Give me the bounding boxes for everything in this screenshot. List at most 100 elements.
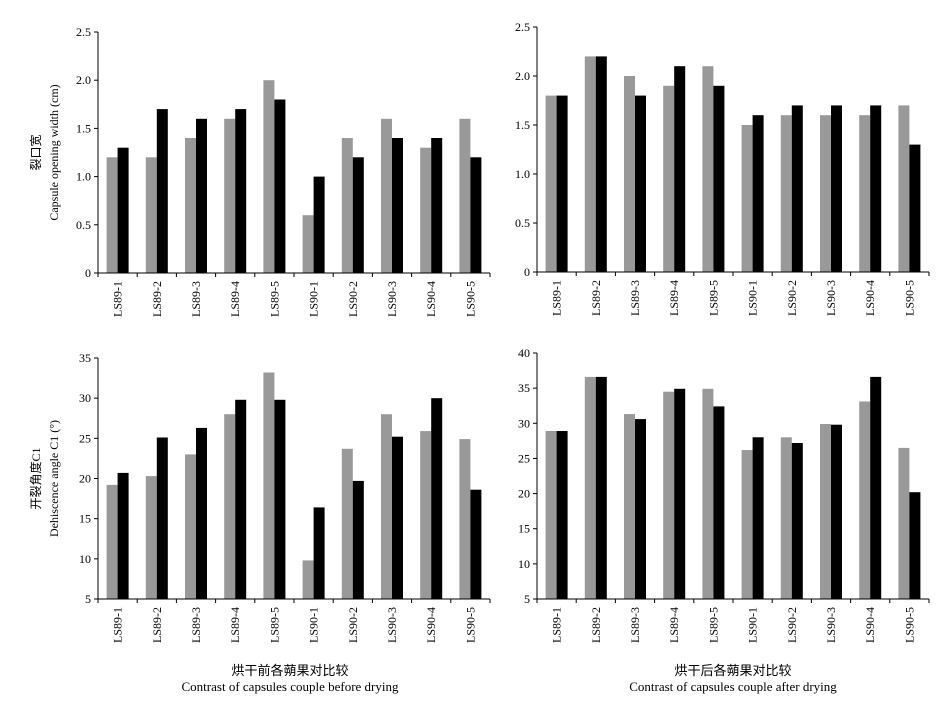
y-axis-title-en: Capsule opening width (cm) xyxy=(47,84,61,220)
bar-series1-LS89-2 xyxy=(145,476,157,599)
bar-series1-LS90-1 xyxy=(302,215,314,273)
bar-series1-LS90-4 xyxy=(859,401,871,599)
y-tick-label: 25 xyxy=(79,431,91,445)
bar-series2-LS89-3 xyxy=(196,118,207,273)
y-tick-label: 2.0 xyxy=(76,73,91,87)
bar-series2-LS89-4 xyxy=(235,399,247,599)
bar-series2-LS89-4 xyxy=(235,109,247,273)
y-tick-label: 20 xyxy=(518,487,530,501)
x-tick-label-LS89-4: LS89-4 xyxy=(667,280,681,316)
x-tick-label-LS89-5: LS89-5 xyxy=(706,280,720,316)
bar-series1-LS89-5 xyxy=(702,388,714,599)
bar-series2-LS89-4 xyxy=(674,388,686,599)
bar-series1-LS90-4 xyxy=(420,147,432,273)
bar-series2-LS90-2 xyxy=(791,105,803,273)
x-tick-label-LS89-2: LS89-2 xyxy=(150,281,164,317)
bar-series2-LS89-5 xyxy=(274,99,286,273)
x-tick-label-LS90-2: LS90-2 xyxy=(785,280,799,316)
bar-series2-LS90-4 xyxy=(431,398,443,599)
bar-series1-LS89-3 xyxy=(624,76,635,272)
x-tick-label-LS90-2: LS90-2 xyxy=(785,607,799,643)
y-tick-label: 1.0 xyxy=(515,167,530,181)
y-tick-label: 40 xyxy=(518,346,530,360)
bar-series2-LS89-5 xyxy=(713,85,725,272)
y-tick-label: 0.5 xyxy=(515,216,530,230)
bar-series2-LS89-5 xyxy=(274,399,286,599)
bar-series1-LS90-1 xyxy=(741,125,753,272)
chart-top-left: 0 0.5 1.0 1.5 2.0 2.5 LS89-1 LS89-2 LS89-3 LS89-4… xyxy=(28,25,491,317)
caption-right-en: Contrast of capsules couple after drying xyxy=(629,679,837,694)
x-tick-label-LS89-5: LS89-5 xyxy=(267,607,281,643)
bar-series1-LS89-1 xyxy=(106,484,118,599)
bar-series2-LS90-2 xyxy=(352,480,364,599)
y-axis-title-zh: 开裂角度C1 xyxy=(28,447,43,509)
y-tick-label: 5 xyxy=(524,592,530,606)
bar-series2-LS89-2 xyxy=(156,437,168,599)
bar-series1-LS90-2 xyxy=(780,115,792,272)
bar-series1-LS90-3 xyxy=(820,424,831,599)
y-tick-label: 15 xyxy=(79,512,91,526)
x-tick-label-LS90-1: LS90-1 xyxy=(307,281,321,317)
x-tick-label-LS90-2: LS90-2 xyxy=(346,281,360,317)
y-tick-label: 30 xyxy=(79,391,91,405)
bar-series2-LS89-2 xyxy=(156,109,168,273)
y-tick-label: 2.0 xyxy=(515,69,530,83)
y-tick-label: 0 xyxy=(85,266,91,280)
x-tick-label-LS90-3: LS90-3 xyxy=(385,281,399,317)
bar-series1-LS89-2 xyxy=(145,157,157,273)
y-tick-label: 1.0 xyxy=(76,170,91,184)
x-tick-label-LS90-4: LS90-4 xyxy=(863,607,877,643)
x-tick-label-LS89-2: LS89-2 xyxy=(589,280,603,316)
bar-series2-LS90-1 xyxy=(752,437,764,599)
x-tick-label-LS89-3: LS89-3 xyxy=(189,281,203,317)
bar-series2-LS89-3 xyxy=(635,95,646,272)
y-tick-label: 0 xyxy=(524,265,530,279)
y-tick-label: 10 xyxy=(79,552,91,566)
caption-right: 烘干后各蒴果对比较 Contrast of capsules couple af… xyxy=(583,663,883,695)
bar-series1-LS90-4 xyxy=(859,115,871,272)
bar-series1-LS89-3 xyxy=(185,454,196,599)
bar-series2-LS90-5 xyxy=(909,492,921,599)
bar-series2-LS89-1 xyxy=(117,472,129,599)
bar-series1-LS89-1 xyxy=(545,95,557,272)
bar-series1-LS89-4 xyxy=(663,85,675,272)
x-tick-label-LS90-5: LS90-5 xyxy=(463,281,477,317)
bar-series2-LS90-1 xyxy=(752,115,764,272)
y-tick-label: 2.5 xyxy=(76,25,91,39)
bar-series2-LS90-5 xyxy=(470,489,482,599)
caption-left: 烘干前各蒴果对比较 Contrast of capsules couple be… xyxy=(140,663,440,695)
chart-bottom-left: 5 10 15 20 25 30 35 LS89-1 LS89-2 LS89-3 LS89-4 LS8… xyxy=(28,351,491,643)
bar-series2-LS89-4 xyxy=(674,66,686,272)
bar-series1-LS90-1 xyxy=(302,560,314,599)
bar-series1-LS89-1 xyxy=(545,431,557,599)
x-tick-label-LS90-3: LS90-3 xyxy=(824,280,838,316)
x-tick-label-LS90-5: LS90-5 xyxy=(463,607,477,643)
bar-series1-LS90-4 xyxy=(420,431,432,599)
bar-series1-LS90-3 xyxy=(820,115,831,272)
bar-series2-LS89-3 xyxy=(635,419,646,599)
y-axis-title-zh: 裂口宽 xyxy=(28,134,43,170)
x-tick-label-LS90-4: LS90-4 xyxy=(424,607,438,643)
bar-series2-LS90-2 xyxy=(791,443,803,599)
chart-top-right: 0 0.5 1.0 1.5 2.0 2.5 LS89-1 LS89-2 LS89-3 LS89-4… xyxy=(515,20,930,316)
bar-series2-LS89-1 xyxy=(556,95,568,272)
x-tick-label-LS89-1: LS89-1 xyxy=(111,281,125,317)
bar-series1-LS89-4 xyxy=(663,391,675,599)
x-tick-label-LS89-2: LS89-2 xyxy=(589,607,603,643)
x-tick-label-LS89-3: LS89-3 xyxy=(628,280,642,316)
caption-left-en: Contrast of capsules couple before dryin… xyxy=(181,679,399,694)
bar-series1-LS89-1 xyxy=(106,157,118,273)
x-tick-label-LS89-2: LS89-2 xyxy=(150,607,164,643)
x-tick-label-LS89-1: LS89-1 xyxy=(550,280,564,316)
bar-series2-LS89-1 xyxy=(117,147,129,273)
caption-left-zh: 烘干前各蒴果对比较 xyxy=(231,663,349,678)
bar-series2-LS89-2 xyxy=(595,376,607,599)
y-axis-title-en: Dehiscence angle C1 (°) xyxy=(47,420,61,537)
bar-series1-LS90-2 xyxy=(341,138,353,273)
bar-series2-LS89-5 xyxy=(713,406,725,599)
bar-series1-LS90-3 xyxy=(381,118,392,273)
x-tick-label-LS90-1: LS90-1 xyxy=(307,607,321,643)
bar-series2-LS89-3 xyxy=(196,427,207,599)
bar-series2-LS90-1 xyxy=(313,507,325,599)
